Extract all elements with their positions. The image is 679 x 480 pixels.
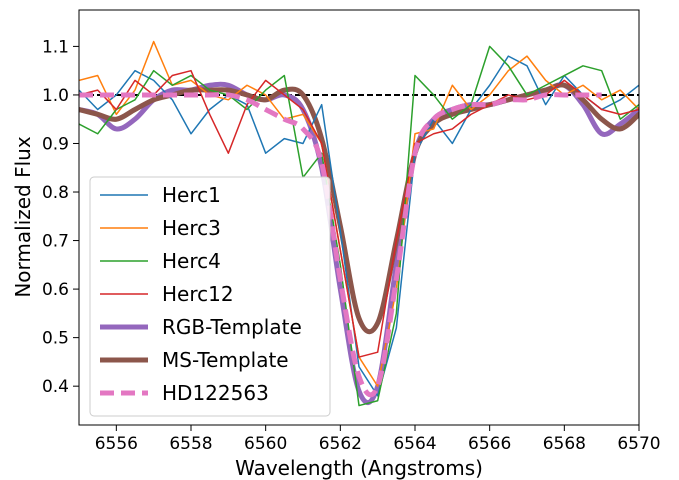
legend-label-herc4: Herc4 bbox=[162, 249, 221, 273]
legend-label-hd122563: HD122563 bbox=[162, 381, 269, 405]
x-tick-label: 6568 bbox=[543, 434, 586, 454]
x-tick-label: 6558 bbox=[169, 434, 212, 454]
legend-label-herc12: Herc12 bbox=[162, 282, 234, 306]
legend-label-ms-template: MS-Template bbox=[162, 348, 289, 372]
series-line-herc1 bbox=[79, 55, 639, 397]
y-tick-label: 0.8 bbox=[42, 183, 69, 203]
x-tick-label: 6564 bbox=[393, 434, 436, 454]
x-tick-label: 6570 bbox=[617, 434, 660, 454]
y-tick-label: 0.7 bbox=[42, 232, 69, 252]
series-line-herc4 bbox=[79, 45, 639, 407]
legend-label-herc1: Herc1 bbox=[162, 183, 221, 207]
plot-frame bbox=[78, 9, 640, 426]
y-tick-label: 0.4 bbox=[42, 377, 69, 397]
x-tick-label: 6566 bbox=[468, 434, 511, 454]
x-tick-label: 6556 bbox=[95, 434, 138, 454]
x-tick-label: 6560 bbox=[244, 434, 287, 454]
x-tick-label: 6562 bbox=[319, 434, 362, 454]
y-tick-label: 0.6 bbox=[42, 280, 69, 300]
legend: Herc1 Herc3 Herc4 Herc12 RGB-Template MS-Temp… bbox=[89, 176, 331, 417]
x-axis-label: Wavelength (Angstroms) bbox=[235, 456, 483, 480]
legend-label-rgb-template: RGB-Template bbox=[162, 315, 302, 339]
y-tick-label: 0.5 bbox=[42, 329, 69, 349]
y-axis-label: Normalized Flux bbox=[11, 136, 35, 298]
y-tick-label: 0.9 bbox=[42, 134, 69, 154]
legend-box bbox=[89, 176, 331, 417]
y-tick-label: 1.1 bbox=[42, 37, 69, 57]
series-line-hd122563 bbox=[79, 92, 602, 398]
legend-label-herc3: Herc3 bbox=[162, 216, 221, 240]
y-tick-label: 1.0 bbox=[42, 86, 69, 106]
